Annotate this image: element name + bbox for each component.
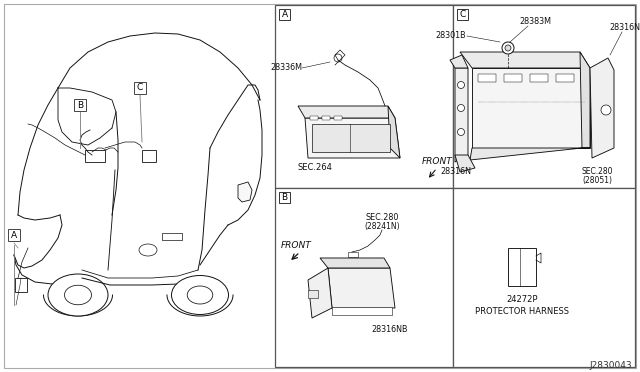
Bar — [15, 278, 27, 292]
Circle shape — [458, 128, 465, 135]
Circle shape — [502, 42, 514, 54]
Polygon shape — [298, 106, 395, 118]
Bar — [453, 5, 635, 188]
Circle shape — [458, 81, 465, 89]
Text: 28383M: 28383M — [519, 17, 551, 26]
Polygon shape — [470, 148, 590, 160]
Polygon shape — [455, 155, 475, 172]
Polygon shape — [305, 118, 400, 158]
Text: 24272P: 24272P — [506, 295, 538, 305]
Circle shape — [601, 105, 611, 115]
Text: PROTECTOR HARNESS: PROTECTOR HARNESS — [475, 308, 569, 317]
Polygon shape — [460, 52, 590, 68]
Bar — [334, 116, 342, 120]
Text: C: C — [460, 10, 466, 19]
Polygon shape — [450, 55, 468, 68]
Ellipse shape — [139, 244, 157, 256]
Bar — [275, 5, 453, 188]
Polygon shape — [388, 106, 400, 158]
Text: FRONT: FRONT — [280, 241, 312, 250]
Text: B: B — [77, 100, 83, 109]
Polygon shape — [238, 182, 252, 202]
Polygon shape — [308, 268, 332, 318]
Text: 28301B: 28301B — [435, 31, 466, 39]
Bar — [275, 188, 453, 367]
Polygon shape — [590, 58, 614, 158]
Text: (28241N): (28241N) — [364, 221, 400, 231]
Text: A: A — [11, 231, 17, 240]
Text: SEC.280: SEC.280 — [581, 167, 612, 176]
Polygon shape — [320, 258, 390, 268]
Text: A: A — [282, 10, 287, 19]
Text: J2830043: J2830043 — [589, 360, 632, 369]
Bar — [556, 74, 574, 82]
Circle shape — [334, 54, 342, 62]
Circle shape — [458, 105, 465, 112]
Text: (28051): (28051) — [582, 176, 612, 185]
Bar — [308, 290, 318, 298]
Bar — [453, 188, 635, 367]
Text: C: C — [137, 83, 143, 93]
Bar — [162, 233, 182, 240]
Bar — [530, 74, 548, 82]
Text: 28316NA: 28316NA — [610, 23, 640, 32]
Polygon shape — [455, 68, 468, 162]
Text: 28316N: 28316N — [440, 167, 472, 176]
Bar — [74, 99, 86, 111]
Ellipse shape — [65, 285, 92, 305]
Bar — [457, 9, 468, 20]
Bar — [8, 229, 20, 241]
Bar — [504, 74, 522, 82]
Bar — [279, 9, 290, 20]
Ellipse shape — [48, 274, 108, 316]
Text: B: B — [282, 193, 287, 202]
Text: 28316NB: 28316NB — [372, 326, 408, 334]
Ellipse shape — [172, 276, 228, 314]
Ellipse shape — [188, 286, 212, 304]
Bar — [279, 192, 290, 203]
Bar — [322, 116, 330, 120]
Polygon shape — [328, 268, 395, 308]
Bar — [310, 116, 318, 120]
Bar — [478, 74, 496, 82]
Bar — [332, 307, 392, 315]
Text: SEC.280: SEC.280 — [365, 214, 399, 222]
Circle shape — [505, 45, 511, 51]
Text: SEC.264: SEC.264 — [298, 164, 332, 173]
Polygon shape — [580, 52, 590, 148]
Bar — [348, 252, 358, 257]
Text: 28336M: 28336M — [270, 64, 302, 73]
Text: FRONT: FRONT — [422, 157, 452, 167]
Polygon shape — [472, 68, 590, 148]
Bar — [312, 124, 390, 152]
Bar — [134, 82, 146, 94]
Bar — [85, 150, 105, 162]
Bar — [142, 150, 156, 162]
